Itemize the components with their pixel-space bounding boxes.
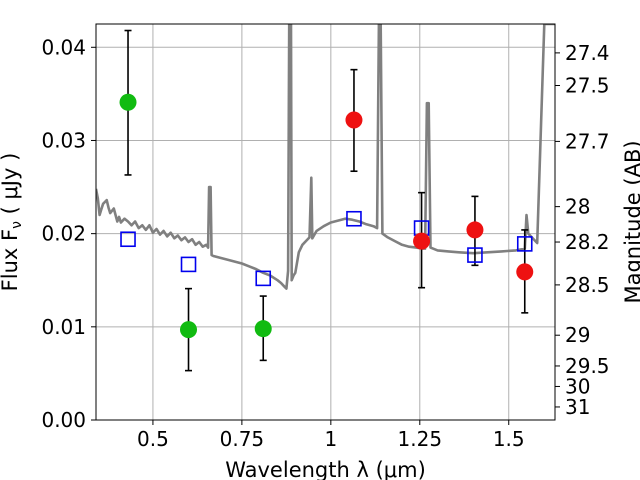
model-square-marker	[180, 256, 197, 273]
y2-axis-label: Magnitude (AB)	[621, 140, 640, 303]
y2-tick-label: 31	[565, 395, 590, 419]
y2-tick-label: 28	[565, 195, 590, 219]
observed-photometry-points	[119, 93, 534, 339]
red-data-point	[345, 111, 363, 129]
x-tick-label: 1.5	[493, 427, 525, 451]
y-axis-label-main: Flux F	[0, 229, 22, 291]
x-tick-label: 1.25	[398, 427, 443, 451]
model-spectrum	[96, 24, 555, 290]
y2-tick-label: 29.5	[565, 354, 610, 378]
model-square-marker	[346, 210, 362, 227]
y-tick-label: 0.00	[41, 408, 86, 432]
y-tick-label: 0.01	[41, 315, 86, 339]
x-axis-label: Wavelength λ (μm)	[225, 458, 426, 480]
y2-tick-label: 27.7	[565, 129, 610, 153]
error-bars	[124, 29, 529, 372]
model-spectrum-line	[96, 24, 555, 290]
y-tick-label: 0.02	[41, 222, 86, 246]
y-axis-label-sub: ν	[9, 221, 25, 229]
model-square-marker	[516, 236, 533, 252]
y2-tick-label: 30	[565, 374, 590, 398]
red-data-point	[466, 221, 484, 239]
green-data-point	[180, 321, 198, 339]
model-square-marker	[120, 231, 136, 248]
plot-frame	[95, 23, 556, 421]
green-data-point	[254, 320, 272, 338]
y-axis-label-unit: ( μJy )	[0, 153, 22, 221]
red-data-point	[516, 263, 534, 281]
y2-tick-label: 28.2	[565, 230, 610, 254]
y-tick-label: 0.04	[41, 35, 86, 59]
red-data-point	[413, 232, 431, 250]
grid-lines	[96, 24, 555, 421]
y-tick-label: 0.03	[41, 128, 86, 152]
axis-ticks	[91, 46, 560, 425]
y-axis-label: Flux Fν ( μJy )	[0, 153, 25, 292]
y2-tick-label: 28.5	[565, 273, 610, 297]
x-tick-label: 0.5	[137, 427, 169, 451]
model-square-marker	[467, 247, 483, 263]
tick-labels: 0.5 0.75 1 1.25 1.5 0.00 0.01 0.02 0.03 0.04 27.4 2…	[41, 35, 609, 451]
y2-tick-label: 27.5	[565, 73, 610, 97]
green-data-point	[119, 93, 137, 111]
y2-tick-label: 27.4	[565, 41, 610, 65]
x-tick-label: 0.75	[220, 427, 265, 451]
model-square-marker	[255, 270, 272, 287]
model-photometry-squares	[120, 210, 533, 287]
x-tick-label: 1	[324, 427, 337, 451]
y2-tick-label: 29	[565, 323, 590, 347]
